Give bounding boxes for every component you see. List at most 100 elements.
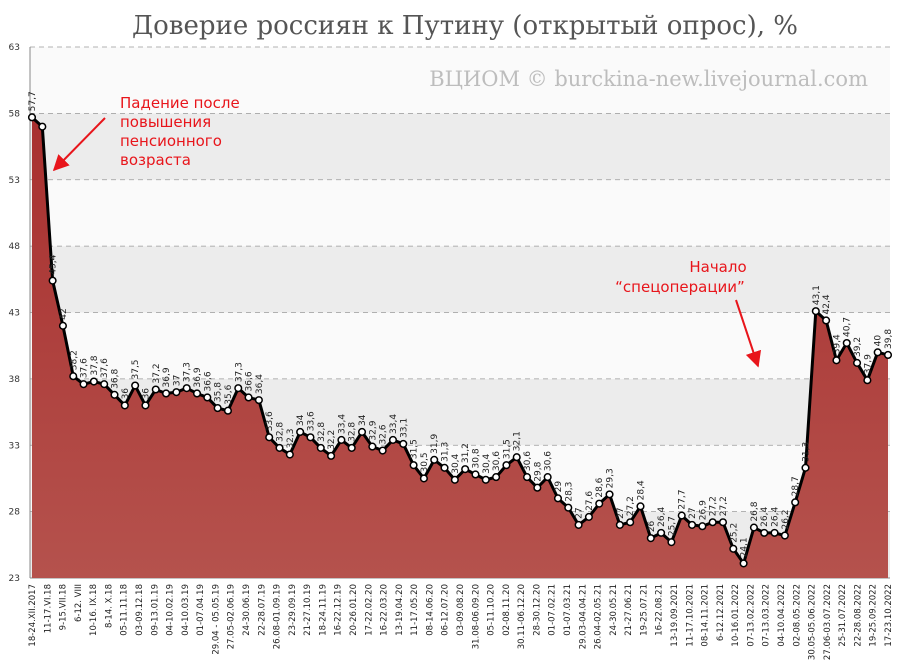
point [492, 473, 501, 482]
point [131, 381, 140, 390]
x-tick-label: 03-09.12.18 [135, 584, 145, 636]
point [698, 522, 707, 531]
value-label: 30,4 [482, 453, 492, 473]
value-label: 33,6 [306, 411, 316, 431]
point [141, 401, 150, 410]
value-label: 35,6 [224, 384, 234, 404]
x-tick-label: 02-08.11.20 [502, 584, 512, 636]
value-label: 36 [141, 388, 151, 400]
point [162, 389, 171, 398]
x-tick-label: 04-10.04.2022 [777, 584, 787, 647]
y-tick-label: 28 [9, 508, 21, 518]
point [677, 511, 686, 520]
point [842, 338, 851, 348]
point [254, 396, 263, 405]
value-label: 32,1 [513, 431, 523, 451]
point [863, 376, 872, 385]
point [399, 439, 408, 448]
value-label: 27 [616, 507, 626, 518]
point [564, 503, 573, 512]
point [89, 377, 98, 386]
value-label: 35,8 [214, 382, 224, 402]
annotation-line: повышения [120, 113, 211, 131]
value-label: 28,7 [791, 476, 801, 496]
value-label: 38,2 [69, 350, 79, 370]
value-label: 33,4 [389, 414, 399, 434]
x-tick-label: 8-14. X.18 [104, 584, 114, 628]
chart-title: Доверие россиян к Путину (открытый опрос… [132, 11, 798, 41]
x-tick-label: 11-17.05.20 [410, 584, 420, 636]
x-tick-label: 19-25.09.2022 [869, 584, 879, 647]
x-tick-label: 30.05-05.06.2022 [808, 584, 818, 660]
value-label: 32,3 [286, 428, 296, 448]
point [265, 433, 274, 442]
area [32, 117, 888, 579]
point [502, 461, 511, 470]
value-label: 37,3 [183, 362, 193, 382]
y-tick-label: 58 [9, 109, 21, 119]
value-label: 26,4 [657, 507, 667, 527]
value-label: 27,6 [585, 491, 595, 511]
value-label: 31,5 [410, 439, 420, 459]
point [718, 518, 728, 527]
value-label: 36,9 [162, 367, 172, 387]
point [605, 490, 614, 499]
point [419, 474, 428, 483]
point [770, 528, 779, 537]
point [522, 473, 532, 482]
point [213, 404, 222, 413]
x-tick-label: 29.03-04.04.21 [578, 584, 588, 649]
value-label: 30,6 [544, 451, 554, 471]
point [708, 518, 717, 527]
point [182, 384, 191, 393]
value-label: 26,4 [771, 507, 781, 527]
value-label: 31,2 [461, 443, 471, 463]
x-tick-label: 31.08-06.09.20 [471, 584, 481, 649]
point [791, 498, 800, 507]
x-tick-label: 07-13.03.2022 [762, 584, 772, 647]
annotation-arrow [52, 117, 106, 172]
point [822, 316, 831, 325]
x-tick-label: 02-08.05.2022 [792, 584, 802, 647]
value-label: 39,2 [853, 337, 863, 357]
x-tick-label: 28-30.12.20 [532, 584, 542, 636]
annotation-arrow [735, 299, 762, 368]
value-label: 36 [121, 388, 131, 400]
point [244, 393, 253, 402]
value-label: 36,4 [255, 374, 265, 394]
x-tick-label: 09-13.01.19 [150, 584, 160, 636]
point [203, 393, 212, 402]
x-tick-label: 24-30.06.19 [242, 584, 252, 636]
y-tick-label: 23 [9, 574, 20, 584]
point [58, 321, 67, 330]
point [38, 122, 47, 131]
annotation-pension: Падение после повышения пенсионного возр… [52, 94, 240, 172]
plot-background [30, 47, 890, 578]
point [533, 483, 542, 492]
point [801, 463, 810, 472]
x-tick-label: 30.11-06.12.20 [517, 584, 527, 649]
annotation-line: возраста [120, 151, 191, 169]
value-label: 27 [575, 507, 585, 518]
value-label: 37,6 [80, 358, 90, 378]
y-tick-label: 53 [9, 176, 20, 186]
point [739, 559, 748, 568]
value-label: 40 [874, 335, 884, 347]
value-label: 32,8 [348, 422, 358, 442]
value-label: 37,8 [90, 355, 100, 375]
point [811, 307, 820, 316]
value-label: 27,7 [678, 490, 688, 510]
value-label: 29,8 [533, 461, 543, 481]
x-tick-label: 19-25.07.21 [639, 584, 649, 636]
value-label: 36,6 [245, 371, 255, 391]
plot-band [30, 246, 890, 313]
value-label: 30,8 [471, 448, 481, 468]
point [120, 401, 129, 410]
value-label: 43,1 [812, 285, 822, 305]
value-label: 36,9 [193, 367, 203, 387]
value-label: 30,6 [523, 451, 533, 471]
value-label: 32,8 [317, 422, 327, 442]
point [172, 388, 181, 397]
value-label: 33,4 [337, 414, 347, 434]
value-label: 31,3 [441, 442, 451, 462]
